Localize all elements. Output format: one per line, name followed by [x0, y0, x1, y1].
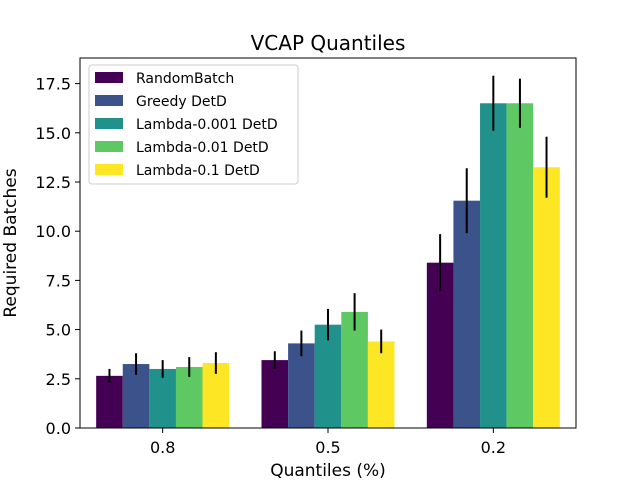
- y-tick-label: 10.0: [35, 222, 71, 241]
- bar: [175, 366, 203, 428]
- y-tick-label: 0.0: [46, 419, 71, 438]
- legend-swatch: [95, 118, 123, 129]
- legend-label: Lambda-0.001 DetD: [136, 117, 278, 133]
- bar: [341, 311, 368, 428]
- y-tick-label: 17.5: [35, 75, 71, 94]
- bar: [453, 200, 481, 428]
- legend-swatch: [95, 164, 123, 175]
- bar: [367, 341, 395, 428]
- y-tick-label: 5.0: [46, 321, 71, 340]
- legend-label: Greedy DetD: [136, 94, 227, 110]
- y-tick-label: 15.0: [35, 124, 71, 143]
- legend: RandomBatch Greedy DetD Lambda-0.001 DetD L…: [88, 64, 299, 185]
- bar: [533, 167, 560, 428]
- legend-swatch: [95, 141, 123, 152]
- bar: [288, 343, 315, 428]
- legend-label: RandomBatch: [136, 71, 234, 87]
- chart-title: VCAP Quantiles: [251, 31, 406, 55]
- x-tick-label: 0.5: [315, 438, 340, 457]
- legend-label: Lambda-0.1 DetD: [136, 163, 260, 179]
- legend-swatch: [95, 72, 123, 83]
- y-tick-label: 12.5: [35, 173, 71, 192]
- bar: [506, 103, 534, 428]
- y-axis-label: Required Batches: [1, 168, 21, 317]
- y-tick-label: 2.5: [46, 370, 71, 389]
- legend-frame: [88, 64, 299, 185]
- y-tick-label: 7.5: [46, 271, 71, 290]
- bar: [96, 375, 123, 428]
- bar: [480, 103, 507, 428]
- x-tick-label: 0.2: [481, 438, 506, 457]
- bar: [314, 324, 342, 428]
- x-tick-label: 0.8: [150, 438, 175, 457]
- legend-swatch: [95, 95, 123, 106]
- bar: [149, 368, 176, 428]
- bar: [261, 360, 289, 428]
- x-axis-label: Quantiles (%): [270, 461, 386, 480]
- legend-label: Lambda-0.01 DetD: [136, 140, 269, 156]
